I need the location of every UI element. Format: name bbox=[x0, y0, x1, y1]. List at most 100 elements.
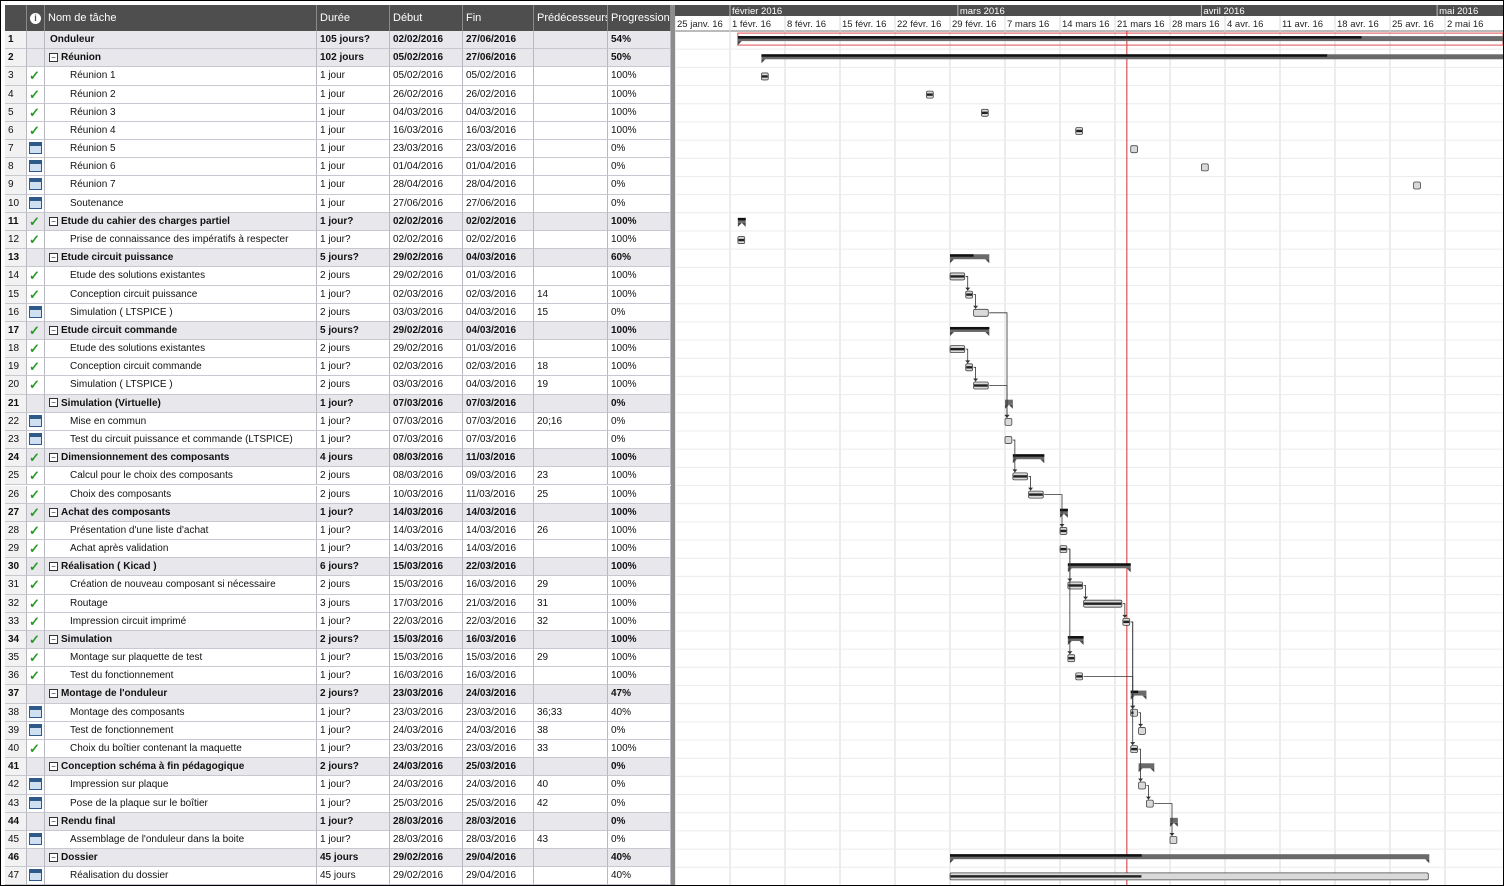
task-predecessors[interactable]: 29 bbox=[534, 649, 608, 668]
task-progress[interactable]: 100% bbox=[608, 667, 671, 686]
collapse-toggle[interactable]: − bbox=[49, 816, 58, 826]
task-start[interactable]: 24/03/2016 bbox=[390, 776, 463, 795]
task-id[interactable]: 34 bbox=[5, 630, 27, 650]
task-id[interactable]: 28 bbox=[5, 521, 27, 541]
task-name[interactable]: − Achat des composants bbox=[45, 503, 317, 522]
task-progress[interactable]: 0% bbox=[608, 721, 671, 740]
task-predecessors[interactable]: 23 bbox=[534, 467, 608, 486]
table-row[interactable]: 30 ✓ − Réalisation ( Kicad ) 6 jours? 15/03/2… bbox=[5, 558, 671, 577]
task-start[interactable]: 29/02/2016 bbox=[390, 340, 463, 359]
task-finish[interactable]: 23/03/2016 bbox=[463, 140, 534, 159]
col-header-name[interactable]: Nom de tâche bbox=[45, 5, 317, 31]
task-predecessors[interactable] bbox=[534, 340, 608, 359]
collapse-toggle[interactable]: − bbox=[49, 398, 58, 408]
task-progress[interactable]: 100% bbox=[608, 521, 671, 541]
task-predecessors[interactable] bbox=[534, 85, 608, 104]
task-predecessors[interactable] bbox=[534, 49, 608, 68]
task-name[interactable]: − Etude du cahier des charges partiel bbox=[45, 212, 317, 231]
table-row[interactable]: 10 Soutenance 1 jour 27/06/2016 27/06/2016 0% bbox=[5, 194, 671, 213]
task-start[interactable]: 08/03/2016 bbox=[390, 467, 463, 486]
task-finish[interactable]: 01/03/2016 bbox=[463, 267, 534, 286]
task-duration[interactable]: 1 jour bbox=[317, 140, 390, 159]
task-predecessors[interactable] bbox=[534, 121, 608, 141]
task-name[interactable]: Impression circuit imprimé bbox=[45, 612, 317, 631]
table-row[interactable]: 31 ✓ Création de nouveau composant si néce… bbox=[5, 576, 671, 595]
task-progress[interactable]: 100% bbox=[608, 630, 671, 650]
task-progress[interactable]: 50% bbox=[608, 49, 671, 68]
task-start[interactable]: 07/03/2016 bbox=[390, 412, 463, 431]
task-predecessors[interactable] bbox=[534, 140, 608, 159]
table-row[interactable]: 28 ✓ Présentation d'une liste d'achat 1 jou… bbox=[5, 521, 671, 541]
task-finish[interactable]: 16/03/2016 bbox=[463, 667, 534, 686]
task-progress[interactable]: 100% bbox=[608, 67, 671, 86]
task-predecessors[interactable]: 19 bbox=[534, 376, 608, 395]
task-id[interactable]: 12 bbox=[5, 230, 27, 250]
task-start[interactable]: 07/03/2016 bbox=[390, 394, 463, 413]
task-name[interactable]: − Montage de l'onduleur bbox=[45, 685, 317, 704]
table-row[interactable]: 47 Réalisation du dossier 45 jours 29/02/20… bbox=[5, 867, 671, 885]
task-progress[interactable]: 54% bbox=[608, 31, 671, 50]
task-progress[interactable]: 100% bbox=[608, 340, 671, 359]
task-duration[interactable]: 5 jours? bbox=[317, 321, 390, 341]
table-row[interactable]: 34 ✓ − Simulation 2 jours? 15/03/2016 16/03/20… bbox=[5, 630, 671, 650]
table-row[interactable]: 27 ✓ − Achat des composants 1 jour? 14/03/201… bbox=[5, 503, 671, 522]
task-start[interactable]: 16/03/2016 bbox=[390, 121, 463, 141]
task-start[interactable]: 10/03/2016 bbox=[390, 485, 463, 504]
task-name[interactable]: Achat après validation bbox=[45, 540, 317, 559]
task-finish[interactable]: 16/03/2016 bbox=[463, 121, 534, 141]
task-progress[interactable]: 0% bbox=[608, 412, 671, 431]
col-header-finish[interactable]: Fin bbox=[463, 5, 534, 31]
task-duration[interactable]: 2 jours bbox=[317, 267, 390, 286]
task-predecessors[interactable]: 25 bbox=[534, 485, 608, 504]
task-name[interactable]: − Simulation bbox=[45, 630, 317, 650]
task-name[interactable]: Conception circuit puissance bbox=[45, 285, 317, 304]
task-id[interactable]: 7 bbox=[5, 140, 27, 159]
task-id[interactable]: 42 bbox=[5, 776, 27, 795]
task-id[interactable]: 23 bbox=[5, 430, 27, 450]
task-start[interactable]: 03/03/2016 bbox=[390, 376, 463, 395]
task-finish[interactable]: 24/03/2016 bbox=[463, 776, 534, 795]
task-start[interactable]: 05/02/2016 bbox=[390, 67, 463, 86]
task-name[interactable]: Montage sur plaquette de test bbox=[45, 649, 317, 668]
task-finish[interactable]: 27/06/2016 bbox=[463, 194, 534, 213]
table-row[interactable]: 38 Montage des composants 1 jour? 23/03/201… bbox=[5, 703, 671, 722]
task-name[interactable]: Réunion 4 bbox=[45, 121, 317, 141]
task-id[interactable]: 13 bbox=[5, 249, 27, 268]
task-finish[interactable]: 25/03/2016 bbox=[463, 794, 534, 813]
task-progress[interactable]: 0% bbox=[608, 158, 671, 177]
task-progress[interactable]: 0% bbox=[608, 394, 671, 413]
task-start[interactable]: 07/03/2016 bbox=[390, 430, 463, 450]
task-finish[interactable]: 26/02/2016 bbox=[463, 85, 534, 104]
task-predecessors[interactable] bbox=[534, 849, 608, 868]
task-id[interactable]: 37 bbox=[5, 685, 27, 704]
table-row[interactable]: 43 Pose de la plaque sur le boîtier 1 jour… bbox=[5, 794, 671, 813]
task-duration[interactable]: 1 jour? bbox=[317, 649, 390, 668]
task-progress[interactable]: 100% bbox=[608, 212, 671, 231]
task-finish[interactable]: 04/03/2016 bbox=[463, 249, 534, 268]
task-duration[interactable]: 1 jour? bbox=[317, 703, 390, 722]
task-name[interactable]: Impression sur plaque bbox=[45, 776, 317, 795]
task-id[interactable]: 40 bbox=[5, 740, 27, 759]
task-finish[interactable]: 16/03/2016 bbox=[463, 630, 534, 650]
task-duration[interactable]: 2 jours bbox=[317, 467, 390, 486]
task-progress[interactable]: 100% bbox=[608, 612, 671, 631]
table-row[interactable]: 26 ✓ Choix des composants 2 jours 10/03/2016… bbox=[5, 485, 671, 504]
task-name[interactable]: − Rendu final bbox=[45, 812, 317, 831]
task-predecessors[interactable]: 29 bbox=[534, 576, 608, 595]
task-duration[interactable]: 1 jour? bbox=[317, 521, 390, 541]
task-progress[interactable]: 40% bbox=[608, 849, 671, 868]
task-duration[interactable]: 3 jours bbox=[317, 594, 390, 613]
task-predecessors[interactable]: 14 bbox=[534, 285, 608, 304]
task-start[interactable]: 14/03/2016 bbox=[390, 503, 463, 522]
task-start[interactable]: 29/02/2016 bbox=[390, 321, 463, 341]
task-predecessors[interactable]: 36;33 bbox=[534, 703, 608, 722]
task-predecessors[interactable] bbox=[534, 103, 608, 122]
task-id[interactable]: 8 bbox=[5, 158, 27, 177]
task-duration[interactable]: 1 jour? bbox=[317, 776, 390, 795]
task-duration[interactable]: 1 jour? bbox=[317, 812, 390, 831]
table-row[interactable]: 41− Conception schéma à fin pédagogique 2 … bbox=[5, 758, 671, 777]
table-row[interactable]: 17 ✓ − Etude circuit commande 5 jours? 29/02/… bbox=[5, 321, 671, 341]
task-name[interactable]: Réunion 7 bbox=[45, 176, 317, 195]
